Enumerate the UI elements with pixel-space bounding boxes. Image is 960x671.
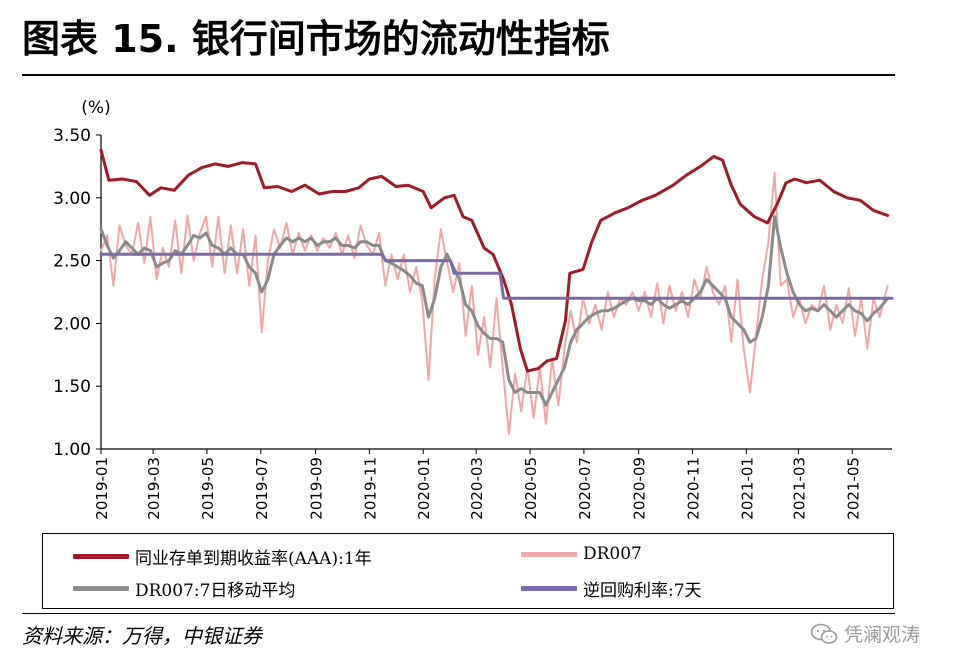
legend-item-reverse-repo: 逆回购利率:7天 bbox=[521, 576, 702, 601]
x-tick-label: 2019-11 bbox=[361, 457, 379, 520]
x-tick-label: 2020-05 bbox=[522, 457, 540, 520]
x-tick-label: 2021-01 bbox=[738, 457, 756, 520]
legend-item-dr007-ma7: DR007:7日移动平均 bbox=[73, 576, 295, 601]
x-tick-label: 2019-05 bbox=[199, 457, 217, 520]
series-line-dr007 bbox=[100, 171, 889, 435]
x-tick-label: 2020-07 bbox=[576, 457, 594, 520]
y-tick-label: 2.00 bbox=[53, 314, 91, 334]
y-tick-label: 2.50 bbox=[53, 252, 91, 272]
legend-label-ncd-yield: 同业存单到期收益率(AAA):1年 bbox=[135, 549, 372, 569]
legend-swatch-reverse-repo bbox=[521, 586, 577, 591]
watermark-text: 凭澜观涛 bbox=[843, 624, 920, 646]
x-tick-label: 2020-01 bbox=[415, 457, 433, 520]
series-line-reverse-repo bbox=[99, 252, 894, 300]
y-tick-label: 1.50 bbox=[53, 377, 91, 397]
legend-label-dr007-ma7: DR007:7日移动平均 bbox=[135, 581, 296, 601]
legend-item-ncd-yield: 同业存单到期收益率(AAA):1年 bbox=[73, 544, 372, 569]
source-note: 资料来源：万得，中银证券 bbox=[22, 624, 262, 648]
chart-tick-labels: (%) 1.00 1.50 2.00 2.50 3.00 3.50 2019-01 2019-0… bbox=[53, 98, 862, 520]
line-chart: (%) 1.00 1.50 2.00 2.50 3.00 3.50 2019-01 2019-0… bbox=[53, 98, 894, 520]
x-tick-label: 2019-07 bbox=[253, 457, 271, 520]
legend-label-reverse-repo: 逆回购利率:7天 bbox=[583, 581, 702, 601]
legend-item-dr007: DR007 bbox=[521, 544, 642, 564]
x-tick-label: 2020-03 bbox=[468, 457, 486, 520]
x-tick-label: 2020-09 bbox=[631, 457, 649, 520]
legend-swatch-ncd-yield bbox=[73, 554, 129, 559]
title-divider bbox=[22, 74, 895, 76]
legend-swatch-dr007 bbox=[521, 551, 577, 557]
chart-plot-area bbox=[99, 148, 894, 435]
y-axis-unit-label: (%) bbox=[81, 98, 110, 118]
x-tick-label: 2021-03 bbox=[790, 457, 808, 520]
x-tick-label: 2019-09 bbox=[308, 457, 326, 520]
series-line-ncd-yield bbox=[99, 148, 890, 373]
x-tick-label: 2020-11 bbox=[684, 457, 702, 520]
wechat-icon bbox=[810, 623, 838, 644]
watermark: 凭澜观涛 bbox=[810, 620, 920, 647]
x-tick-label: 2019-01 bbox=[93, 457, 111, 520]
y-tick-label: 1.00 bbox=[53, 440, 91, 460]
series-line-dr007-ma7 bbox=[99, 215, 890, 407]
chart-axes bbox=[96, 134, 892, 454]
y-tick-label: 3.50 bbox=[53, 126, 91, 146]
y-tick-label: 3.00 bbox=[53, 189, 91, 209]
footer-divider bbox=[22, 613, 895, 614]
chart-title: 图表 15. 银行间市场的流动性指标 bbox=[22, 17, 610, 61]
x-tick-label: 2019-03 bbox=[145, 457, 163, 520]
x-tick-label: 2021-05 bbox=[844, 457, 862, 520]
chart-legend: 同业存单到期收益率(AAA):1年 DR007 DR007:7日移动平均 逆回购… bbox=[42, 533, 894, 609]
legend-label-dr007: DR007 bbox=[583, 544, 642, 564]
legend-swatch-dr007-ma7 bbox=[73, 586, 129, 591]
